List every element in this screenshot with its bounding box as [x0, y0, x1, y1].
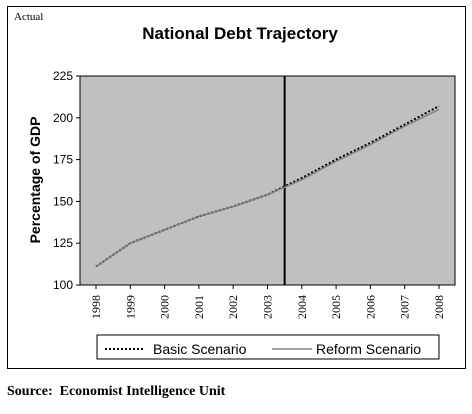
chart-svg: Actual National Debt Trajectory 100 125 15… [14, 11, 456, 360]
legend-label-reform-scenario: Reform Scenario [316, 341, 421, 357]
y-tick-label: 225 [53, 69, 73, 83]
chart-title: National Debt Trajectory [142, 24, 338, 43]
source-caption: Source: Economist Intelligence Unit [7, 384, 226, 399]
plot-area [79, 75, 456, 286]
x-tick-label: 1998 [89, 295, 103, 319]
x-tick-label: 2008 [432, 295, 446, 319]
legend: Basic Scenario Reform Scenario [96, 334, 440, 360]
y-tick-label: 200 [53, 111, 73, 125]
y-axis-label: Percentage of GDP [27, 117, 43, 244]
x-axis-ticks: 1998 1999 2000 2001 2002 2003 2004 2005 2006 2007… [89, 285, 446, 319]
chart-frame: Actual National Debt Trajectory 100 125 15… [7, 6, 466, 369]
y-tick-label: 175 [53, 153, 73, 167]
legend-box [96, 334, 440, 360]
x-tick-label: 2005 [329, 295, 343, 319]
x-tick-label: 1999 [123, 295, 137, 319]
x-tick-label: 2007 [398, 295, 412, 319]
legend-label-basic-scenario: Basic Scenario [153, 341, 247, 357]
corner-label: Actual [14, 11, 43, 23]
y-axis-ticks: 100 125 150 175 200 225 [53, 69, 80, 292]
y-tick-label: 150 [53, 194, 73, 208]
x-tick-label: 2006 [363, 295, 377, 319]
x-tick-label: 2001 [192, 295, 206, 319]
x-tick-label: 2000 [158, 295, 172, 319]
y-tick-label: 100 [53, 278, 73, 292]
x-tick-label: 2004 [295, 295, 309, 319]
y-tick-label: 125 [53, 236, 73, 250]
x-tick-label: 2003 [261, 295, 275, 319]
series-line-reform-scenario [95, 108, 440, 268]
x-tick-label: 2002 [226, 295, 240, 319]
